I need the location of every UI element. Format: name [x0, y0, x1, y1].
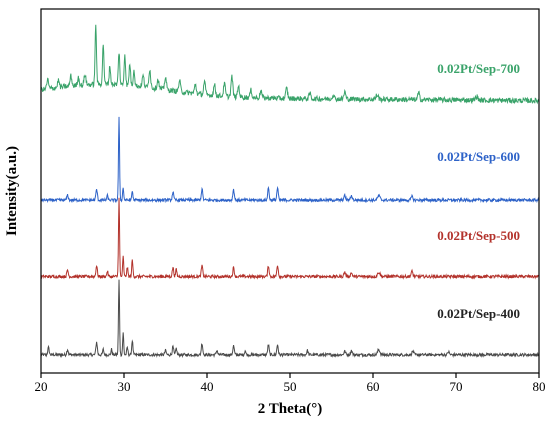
x-axis-title: 2 Theta(°): [258, 401, 322, 417]
x-tick-label: 60: [367, 379, 380, 394]
series-line-4: [40, 24, 540, 105]
x-tick-label: 40: [201, 379, 214, 394]
series-label-4: 0.02Pt/Sep-700: [437, 61, 520, 76]
series-line-2: [40, 197, 540, 280]
x-tick-label: 50: [284, 379, 297, 394]
x-axis: 20 30 40 50 60 70 80: [35, 373, 546, 394]
x-tick-label: 80: [533, 379, 546, 394]
series-line-1: [40, 279, 540, 359]
y-axis-title: Intensity(a.u.): [4, 146, 20, 236]
series-label-1: 0.02Pt/Sep-400: [437, 306, 520, 321]
x-tick-label: 30: [118, 379, 131, 394]
series-label-3: 0.02Pt/Sep-600: [437, 149, 520, 164]
series-label-2: 0.02Pt/Sep-500: [437, 228, 520, 243]
x-tick-label: 20: [35, 379, 48, 394]
series-line-3: [40, 116, 540, 204]
series-layer: [40, 24, 540, 359]
x-tick-label: 70: [450, 379, 463, 394]
series-labels: 0.02Pt/Sep-400 0.02Pt/Sep-500 0.02Pt/Sep-6…: [437, 61, 520, 321]
